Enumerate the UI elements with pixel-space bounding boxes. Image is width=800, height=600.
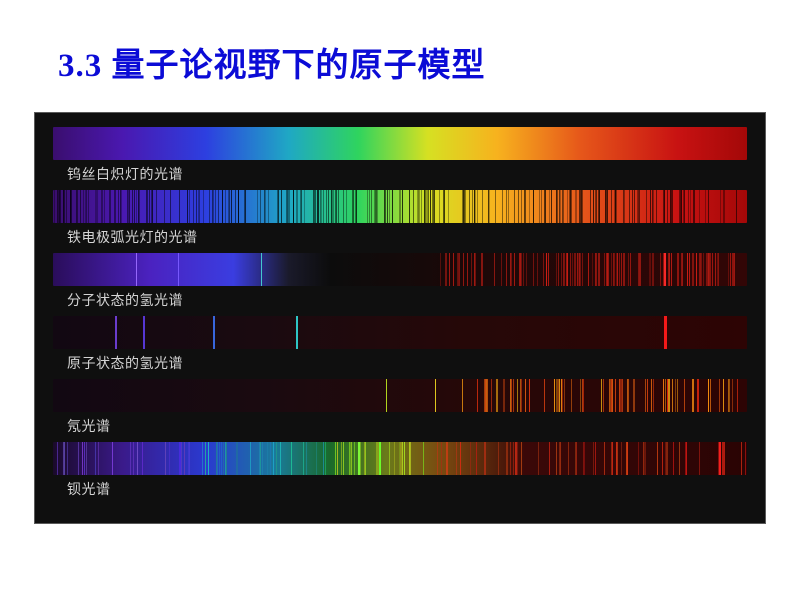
spectra-panel: 钨丝白炽灯的光谱铁电极弧光灯的光谱分子状态的氢光谱原子状态的氢光谱氖光谱钡光谱: [34, 112, 766, 524]
spectrum-tungsten: [53, 127, 747, 160]
spectrum-h-atomic: [53, 316, 747, 349]
spectrum-label-neon: 氖光谱: [67, 416, 747, 436]
spectrum-label-iron-arc: 铁电极弧光灯的光谱: [67, 227, 747, 247]
spectrum-label-barium: 钡光谱: [67, 479, 747, 499]
spectrum-h2-molecular: [53, 253, 747, 286]
spectrum-row-neon: 氖光谱: [53, 379, 747, 436]
spectrum-label-tungsten: 钨丝白炽灯的光谱: [67, 164, 747, 184]
spectrum-barium: [53, 442, 747, 475]
spectrum-row-tungsten: 钨丝白炽灯的光谱: [53, 127, 747, 184]
spectrum-iron-arc: [53, 190, 747, 223]
spectrum-row-h-atomic: 原子状态的氢光谱: [53, 316, 747, 373]
page-title: 3.3 量子论视野下的原子模型: [0, 0, 800, 86]
spectrum-label-h2-molecular: 分子状态的氢光谱: [67, 290, 747, 310]
spectrum-label-h-atomic: 原子状态的氢光谱: [67, 353, 747, 373]
spectrum-neon: [53, 379, 747, 412]
spectrum-row-iron-arc: 铁电极弧光灯的光谱: [53, 190, 747, 247]
spectrum-row-barium: 钡光谱: [53, 442, 747, 499]
spectrum-row-h2-molecular: 分子状态的氢光谱: [53, 253, 747, 310]
